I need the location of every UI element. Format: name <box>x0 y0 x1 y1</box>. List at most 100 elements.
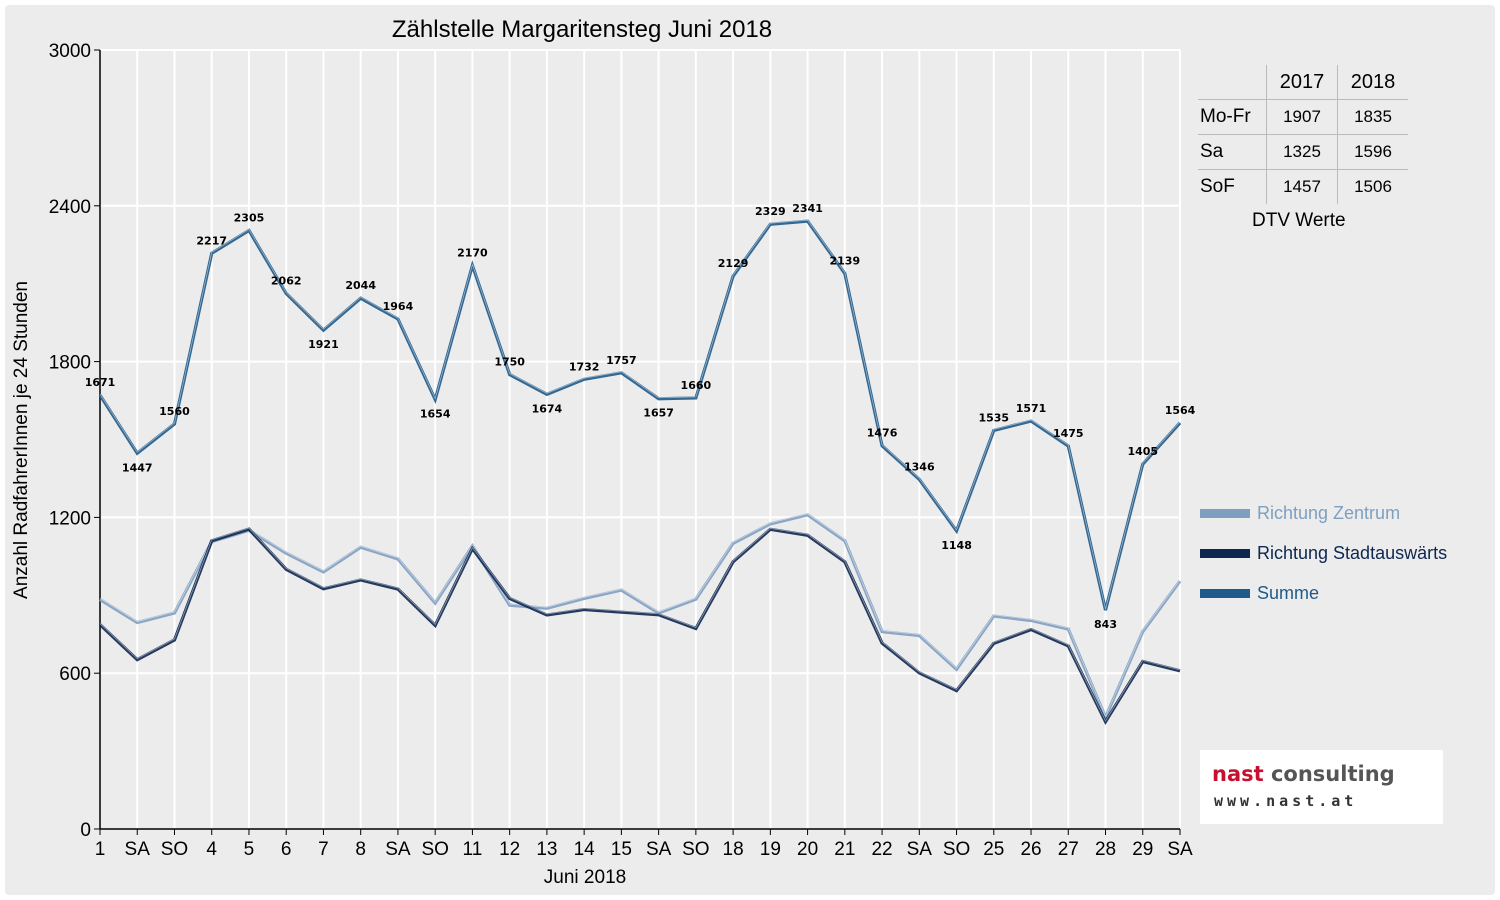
x-tick-label: SO <box>943 839 970 860</box>
data-label: 1757 <box>606 354 637 367</box>
x-tick-label: SA <box>907 839 933 860</box>
legend-swatch <box>1200 588 1250 598</box>
y-axis-title: Anzahl RadfahrerInnen je 24 Stunden <box>11 281 32 599</box>
dtv-caption: DTV Werte <box>1252 210 1346 231</box>
legend-item-stadtauswaerts: Richtung Stadtauswärts <box>1200 533 1447 573</box>
dtv-value-2017: 1325 <box>1266 134 1338 170</box>
x-tick-label: SA <box>646 839 672 860</box>
series-line-highlight <box>99 513 1181 718</box>
legend-label: Richtung Stadtauswärts <box>1257 542 1448 563</box>
x-tick-label: 29 <box>1132 839 1153 860</box>
dtv-table: 2017 2018 Mo-Fr 1907 1835 Sa 1325 1596 S… <box>1198 65 1408 204</box>
y-tick-label: 0 <box>80 820 91 841</box>
x-tick-label: 11 <box>463 839 483 860</box>
series-line-highlight <box>99 527 1181 722</box>
series-line-stadtauswaerts <box>98 527 1181 726</box>
x-tick-label: 15 <box>611 839 632 860</box>
x-tick-label: 26 <box>1020 839 1041 860</box>
x-axis-title: Juni 2018 <box>544 867 626 888</box>
legend-item-zentrum: Richtung Zentrum <box>1200 493 1447 533</box>
x-tick-label: 6 <box>281 839 292 860</box>
x-tick-label: 14 <box>574 839 596 860</box>
x-tick-label: 25 <box>983 839 1004 860</box>
data-label: 2170 <box>457 247 488 260</box>
legend-label: Summe <box>1257 582 1320 603</box>
x-tick-label: 5 <box>244 839 255 860</box>
x-tick-label: SA <box>1167 839 1193 860</box>
dtv-header-2018: 2018 <box>1337 65 1408 100</box>
logo-name-rest: consulting <box>1263 762 1395 786</box>
data-label: 1654 <box>420 408 451 421</box>
x-tick-label: 18 <box>723 839 744 860</box>
data-label: 1660 <box>681 379 712 392</box>
chart-title: Zählstelle Margaritensteg Juni 2018 <box>392 16 772 43</box>
logo-name-accent: nast <box>1212 762 1264 786</box>
x-tick-label: 20 <box>797 839 818 860</box>
data-label: 1964 <box>383 300 414 313</box>
x-tick-label: 27 <box>1058 839 1079 860</box>
data-label: 2062 <box>271 275 302 288</box>
data-label: 2329 <box>755 205 786 218</box>
x-tick-label: 19 <box>760 839 781 860</box>
data-label: 1657 <box>643 407 674 420</box>
data-label: 2341 <box>792 202 823 215</box>
data-label: 2129 <box>718 257 749 270</box>
y-tick-label: 1800 <box>49 353 91 374</box>
x-tick-label: SA <box>385 839 411 860</box>
series-line-zentrum <box>99 513 1182 722</box>
data-label: 1447 <box>122 461 153 474</box>
y-tick-label: 600 <box>59 664 91 685</box>
data-label: 1571 <box>1016 402 1047 415</box>
x-tick-label: SA <box>125 839 151 860</box>
data-label: 2044 <box>345 279 376 292</box>
plot-area <box>100 50 1180 829</box>
data-label: 1476 <box>867 427 898 440</box>
x-tick-label: 22 <box>871 839 892 860</box>
dtv-header-row: 2017 2018 <box>1198 65 1408 100</box>
x-tick-label: 7 <box>318 839 329 860</box>
data-label: 2139 <box>830 255 861 268</box>
data-label: 1671 <box>85 376 116 389</box>
dtv-header-2017: 2017 <box>1266 65 1338 100</box>
dtv-value-2018: 1506 <box>1337 169 1408 204</box>
data-label: 1921 <box>308 338 339 351</box>
x-tick-label: 4 <box>206 839 217 860</box>
dtv-row: Mo-Fr 1907 1835 <box>1198 99 1408 135</box>
legend-swatch <box>1200 508 1250 518</box>
dtv-value-2018: 1596 <box>1337 134 1408 170</box>
x-tick-label: SO <box>161 839 188 860</box>
dtv-value-2018: 1835 <box>1337 99 1408 135</box>
series-layer <box>98 219 1182 726</box>
dtv-row-label: SoF <box>1200 176 1235 197</box>
dtv-corner-cell <box>1198 65 1267 100</box>
grid-layer <box>100 49 1181 829</box>
y-tick-label: 3000 <box>49 41 91 62</box>
data-label: 1535 <box>978 411 1009 424</box>
company-logo: nast consulting www.nast.at <box>1200 750 1443 824</box>
legend: Richtung Zentrum Richtung Stadtauswärts … <box>1200 493 1447 613</box>
logo-url: www.nast.at <box>1214 792 1358 810</box>
legend-label: Richtung Zentrum <box>1257 502 1401 523</box>
x-tick-label: 1 <box>95 839 106 860</box>
x-tick-label: 8 <box>355 839 366 860</box>
x-tick-label: 21 <box>834 839 855 860</box>
x-tick-label: SO <box>682 839 709 860</box>
data-label: 1564 <box>1165 404 1196 417</box>
dtv-row-label: Mo-Fr <box>1198 99 1267 135</box>
data-label: 1475 <box>1053 427 1084 440</box>
data-label-layer: 1671 1447 1560 2217 2305 2062 1921 2044 1964 1654… <box>85 202 1196 631</box>
data-label: 1560 <box>159 405 190 418</box>
legend-swatch <box>1200 548 1250 558</box>
dtv-row-label: Sa <box>1198 134 1267 170</box>
x-tick-label: 12 <box>499 839 520 860</box>
data-label: 2305 <box>234 211 265 224</box>
dtv-value-2017: 1457 <box>1266 169 1338 204</box>
data-label: 1732 <box>569 360 600 373</box>
legend-item-summe: Summe <box>1200 573 1447 613</box>
x-tick-label: 13 <box>536 839 557 860</box>
x-tick-label: 28 <box>1095 839 1116 860</box>
series-line-summe <box>98 219 1182 611</box>
y-tick-label: 1200 <box>49 508 91 529</box>
axis-layer: 0 600 1200 1800 2400 3000 1 SA SO 4 5 6 7 8 SA SO 11 12 13… <box>49 41 1193 860</box>
